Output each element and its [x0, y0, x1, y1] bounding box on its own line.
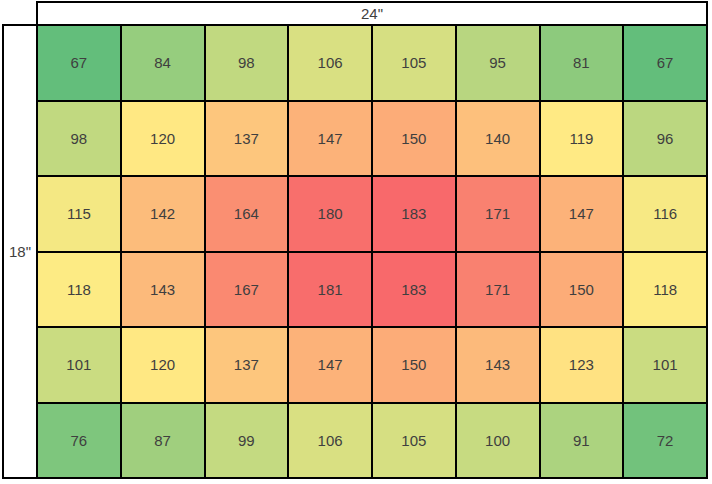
heatmap-cell: 147	[289, 102, 371, 176]
heatmap-cell: 81	[541, 26, 623, 100]
height-dimension-band: 18"	[2, 24, 36, 479]
width-dimension-band: 24"	[36, 1, 708, 24]
heatmap-cell: 96	[624, 102, 706, 176]
heatmap-cell: 101	[624, 328, 706, 402]
heatmap-cell: 137	[206, 328, 288, 402]
heatmap-cell: 118	[624, 253, 706, 327]
width-dimension-label: 24"	[361, 5, 383, 22]
heatmap-cell: 95	[457, 26, 539, 100]
heatmap-cell: 164	[206, 177, 288, 251]
heatmap-cell: 100	[457, 404, 539, 478]
heatmap-cell: 143	[457, 328, 539, 402]
heatmap-cell: 150	[373, 102, 455, 176]
heatmap-cell: 171	[457, 253, 539, 327]
heatmap-cell: 116	[624, 177, 706, 251]
heatmap-cell: 183	[373, 253, 455, 327]
heatmap-cell: 98	[38, 102, 120, 176]
heatmap-cell: 119	[541, 102, 623, 176]
heatmap-cell: 147	[289, 328, 371, 402]
heatmap-grid: 6784981061059581679812013714715014011996…	[36, 24, 708, 479]
heatmap-cell: 67	[624, 26, 706, 100]
heatmap-cell: 106	[289, 404, 371, 478]
heatmap-cell: 140	[457, 102, 539, 176]
heatmap-cell: 181	[289, 253, 371, 327]
heatmap-cell: 137	[206, 102, 288, 176]
heatmap-cell: 150	[541, 253, 623, 327]
heatmap-cell: 147	[541, 177, 623, 251]
heatmap-cell: 84	[122, 26, 204, 100]
heatmap-cell: 180	[289, 177, 371, 251]
heatmap-cell: 167	[206, 253, 288, 327]
heatmap-cell: 142	[122, 177, 204, 251]
heatmap-board: 24" 18" 67849810610595816798120137147150…	[0, 0, 712, 484]
heatmap-cell: 91	[541, 404, 623, 478]
heatmap-cell: 105	[373, 26, 455, 100]
height-dimension-label: 18"	[9, 243, 31, 260]
heatmap-cell: 101	[38, 328, 120, 402]
heatmap-cell: 120	[122, 102, 204, 176]
heatmap-cell: 123	[541, 328, 623, 402]
heatmap-cell: 72	[624, 404, 706, 478]
heatmap-cell: 87	[122, 404, 204, 478]
heatmap-cell: 76	[38, 404, 120, 478]
heatmap-cell: 183	[373, 177, 455, 251]
heatmap-cell: 99	[206, 404, 288, 478]
heatmap-cell: 171	[457, 177, 539, 251]
heatmap-cell: 98	[206, 26, 288, 100]
heatmap-cell: 67	[38, 26, 120, 100]
heatmap-cell: 150	[373, 328, 455, 402]
heatmap-cell: 106	[289, 26, 371, 100]
heatmap-cell: 143	[122, 253, 204, 327]
heatmap-cell: 118	[38, 253, 120, 327]
heatmap-cell: 105	[373, 404, 455, 478]
heatmap-cell: 115	[38, 177, 120, 251]
heatmap-cell: 120	[122, 328, 204, 402]
corner-spacer	[2, 1, 36, 24]
